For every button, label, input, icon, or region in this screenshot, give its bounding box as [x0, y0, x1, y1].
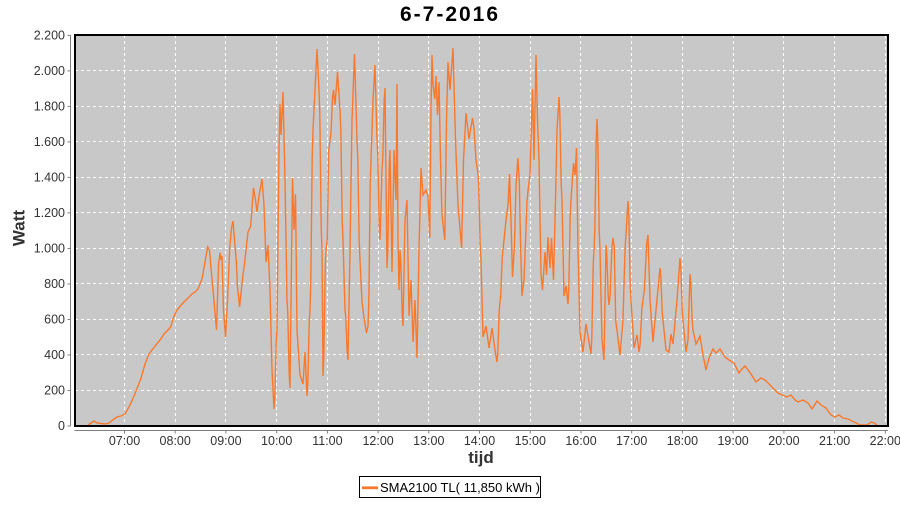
svg-text:22:00: 22:00	[870, 434, 900, 448]
svg-text:17:00: 17:00	[616, 434, 647, 448]
svg-text:13:00: 13:00	[413, 434, 444, 448]
svg-text:14:00: 14:00	[464, 434, 495, 448]
svg-text:1.400: 1.400	[34, 171, 65, 185]
svg-text:6-7-2016: 6-7-2016	[400, 3, 500, 26]
svg-text:09:00: 09:00	[210, 434, 241, 448]
svg-text:20:00: 20:00	[768, 434, 799, 448]
svg-text:600: 600	[44, 313, 65, 327]
svg-text:1.800: 1.800	[34, 100, 65, 114]
svg-text:07:00: 07:00	[109, 434, 140, 448]
svg-text:tijd: tijd	[468, 448, 494, 467]
svg-text:200: 200	[44, 384, 65, 398]
svg-text:10:00: 10:00	[261, 434, 292, 448]
svg-text:15:00: 15:00	[515, 434, 546, 448]
svg-text:2.000: 2.000	[34, 64, 65, 78]
svg-text:Watt: Watt	[10, 210, 29, 247]
svg-text:1.200: 1.200	[34, 206, 65, 220]
svg-text:18:00: 18:00	[667, 434, 698, 448]
svg-text:0: 0	[58, 419, 65, 433]
svg-text:1.600: 1.600	[34, 135, 65, 149]
svg-text:11:00: 11:00	[312, 434, 342, 448]
svg-text:19:00: 19:00	[717, 434, 748, 448]
svg-text:12:00: 12:00	[362, 434, 393, 448]
svg-text:21:00: 21:00	[819, 434, 850, 448]
svg-text:SMA2100 TL( 11,850 kWh ): SMA2100 TL( 11,850 kWh )	[380, 480, 540, 495]
svg-text:2.200: 2.200	[34, 29, 65, 43]
svg-text:16:00: 16:00	[565, 434, 596, 448]
svg-text:400: 400	[44, 348, 65, 362]
svg-text:800: 800	[44, 277, 65, 291]
svg-text:1.000: 1.000	[34, 242, 65, 256]
svg-text:08:00: 08:00	[160, 434, 191, 448]
